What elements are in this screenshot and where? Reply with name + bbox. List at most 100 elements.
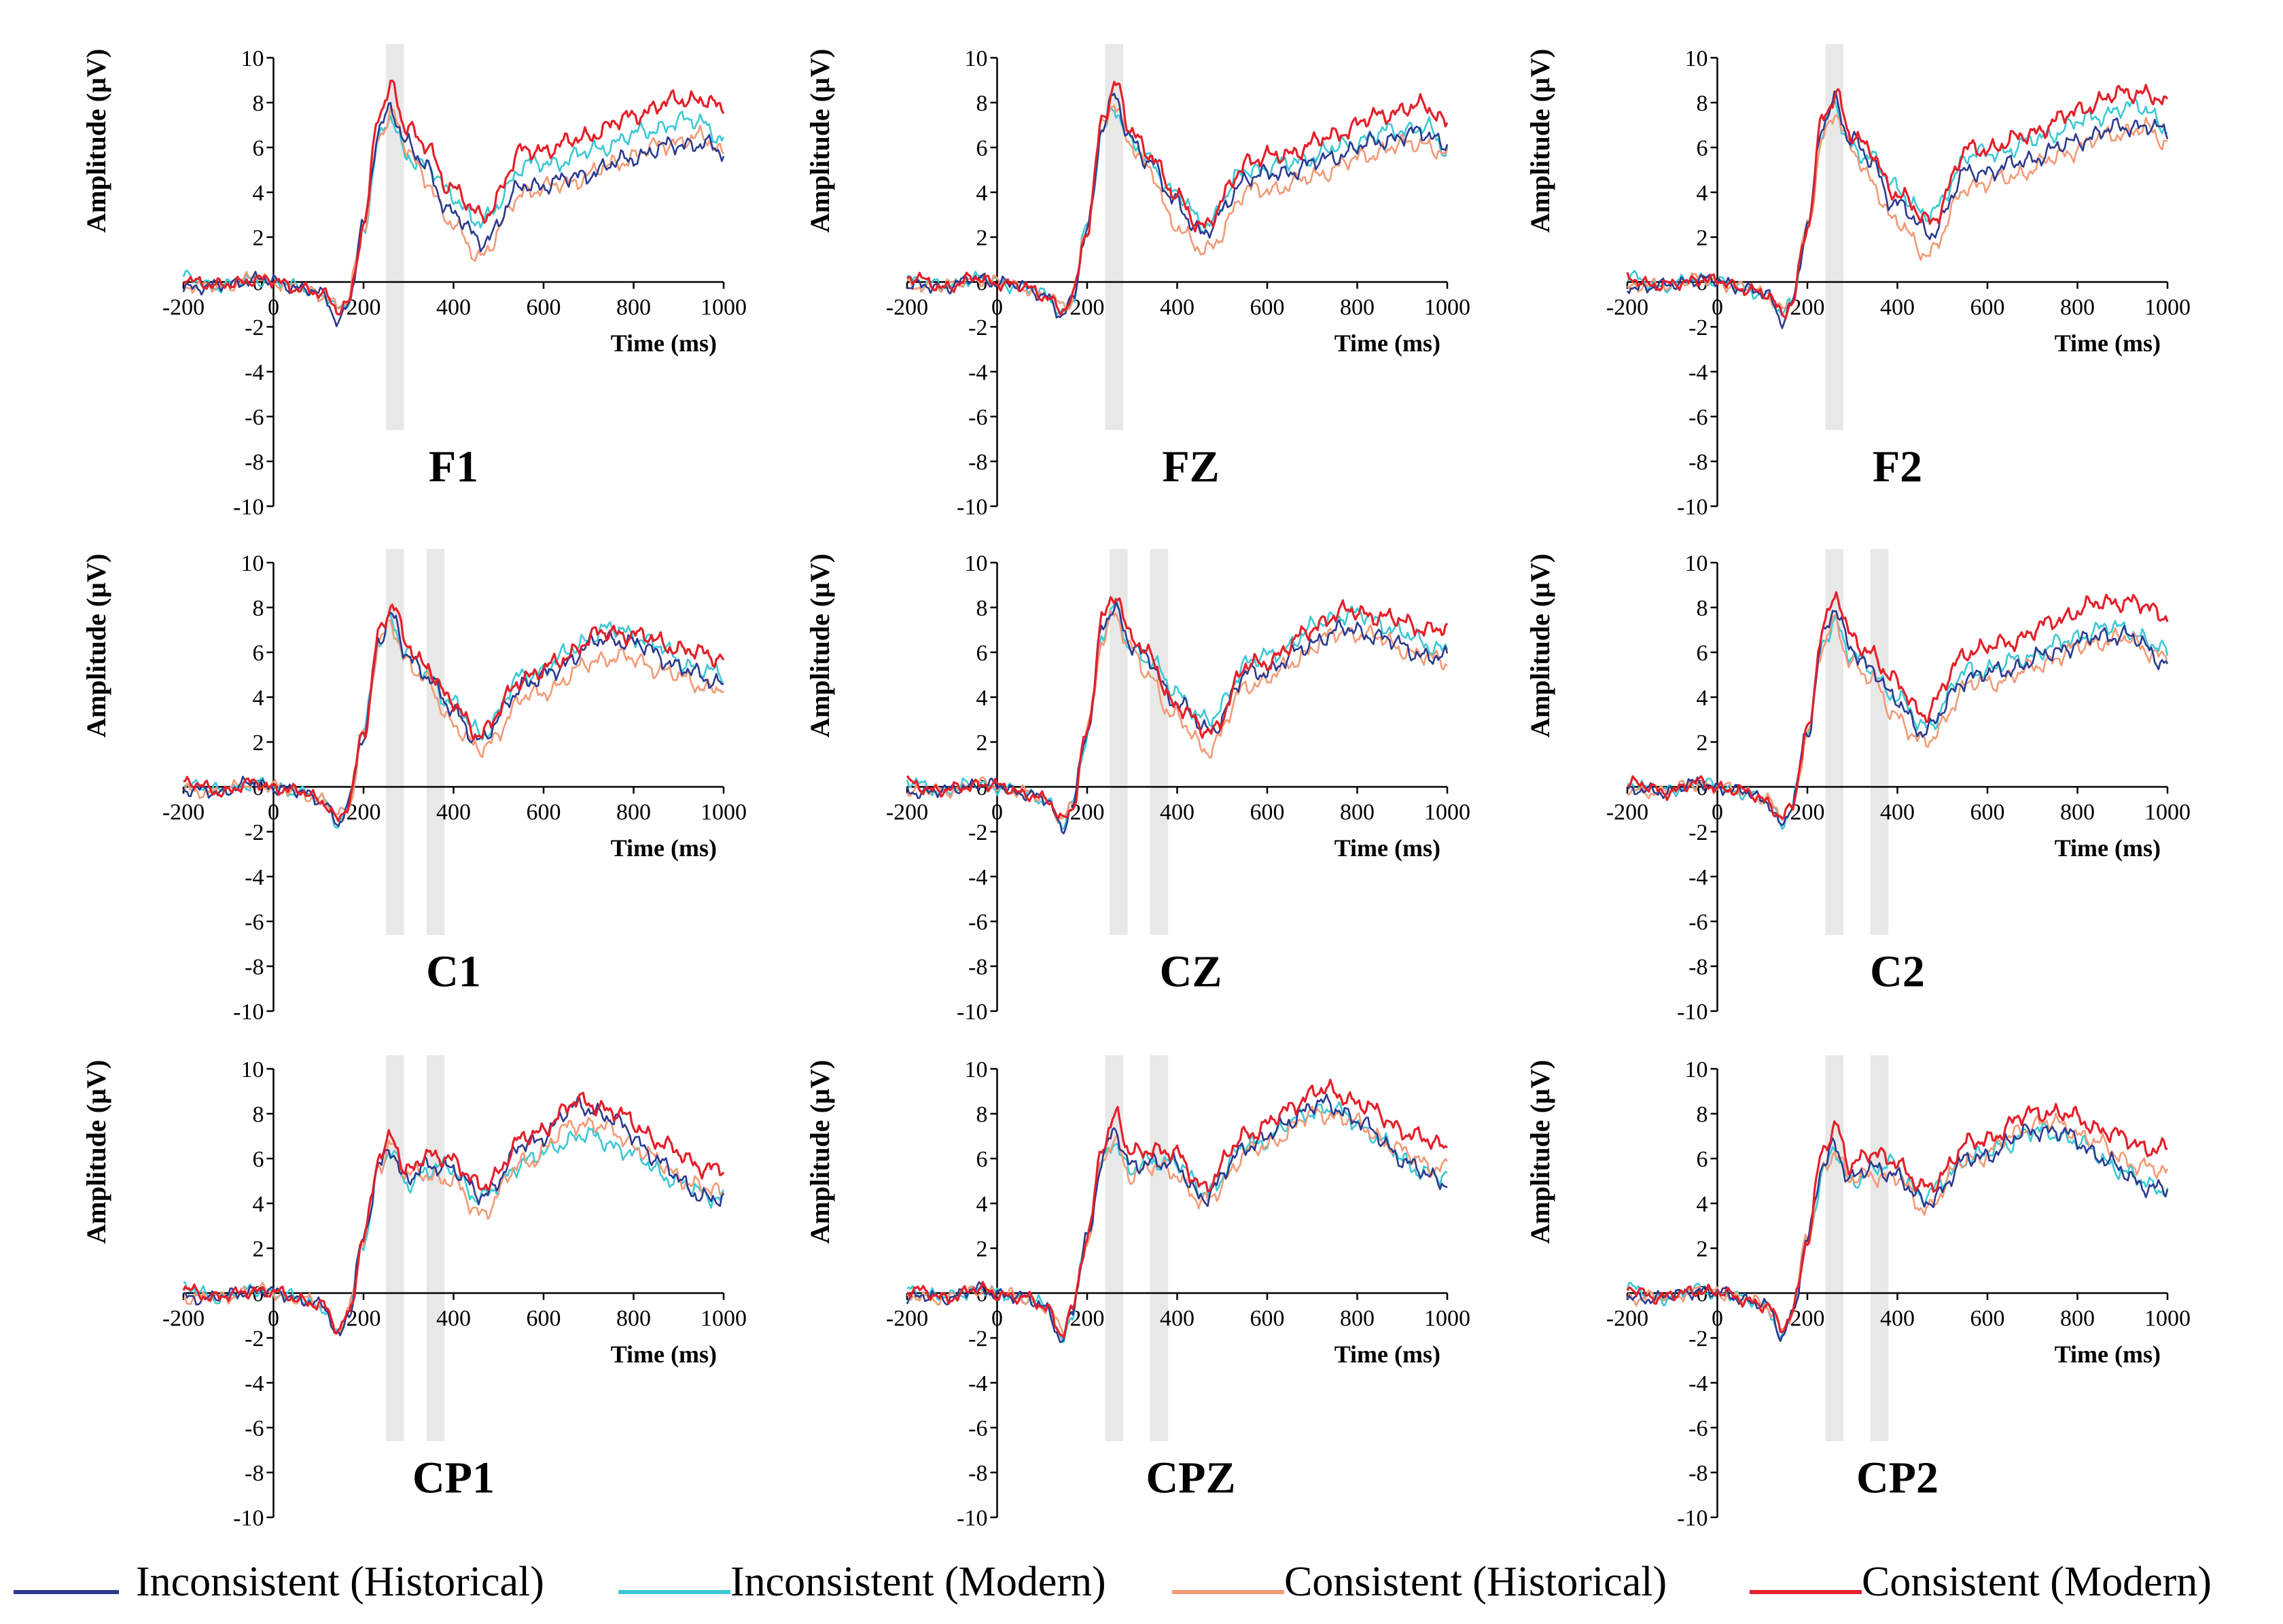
y-tick-label: -8 [1688,955,1707,980]
x-tick-label: 600 [1250,800,1285,825]
x-tick-label: 400 [436,1306,471,1331]
panel-title: C1 [426,947,481,997]
highlight-window-1 [1825,549,1843,935]
x-tick-label: -200 [162,295,205,320]
y-tick-label: 4 [976,1192,988,1217]
y-tick-label: -6 [245,1416,264,1441]
y-tick-label: 4 [1697,181,1708,206]
y-tick-label: 8 [976,1102,988,1127]
x-tick-label: 1000 [701,800,747,825]
x-tick-label: 1000 [2144,295,2191,320]
highlight-window-2 [426,1055,445,1441]
y-tick-label: -4 [1688,865,1707,890]
x-tick-label: 0 [268,1306,279,1331]
y-tick-label: -10 [1677,1000,1707,1025]
highlight-window-2 [426,549,445,935]
x-tick-label: -200 [886,800,928,825]
x-tick-label: -200 [162,800,205,825]
x-tick-label: -200 [162,1306,205,1331]
y-tick-label: -2 [968,315,987,340]
x-tick-label: 400 [1880,1306,1915,1331]
x-tick-label: 0 [991,800,1003,825]
x-tick-label: 800 [616,1306,651,1331]
x-tick-label: 1000 [2144,800,2191,825]
y-tick-label: 2 [1697,730,1708,756]
highlight-window-2 [1870,549,1889,935]
y-tick-label: 6 [253,641,264,666]
x-tick-label: 800 [616,295,651,320]
series-line-inconsistent-historical [182,612,724,828]
legend-label: Consistent (Historical) [1284,1559,1667,1605]
y-tick-label: 2 [253,730,264,756]
panel-title: FZ [1162,442,1219,492]
y-tick-label: -8 [245,955,264,980]
y-tick-label: -6 [1688,1416,1707,1441]
series-line-inconsistent-historical [1626,610,2169,826]
x-tick-label: 0 [1712,800,1723,825]
x-tick-label: 600 [1970,1306,2005,1331]
y-tick-label: -4 [245,865,264,890]
y-tick-label: 10 [241,1057,264,1082]
series-line-inconsistent-historical [906,1093,1448,1343]
highlight-window-1 [1825,1055,1843,1441]
y-tick-label: -8 [968,1461,987,1486]
y-tick-label: -10 [233,1000,264,1025]
y-tick-label: 8 [976,596,988,621]
x-axis-label: Time (ms) [2055,1341,2161,1368]
y-tick-label: -4 [968,1371,987,1396]
series-line-consistent-historical [1626,1112,2169,1332]
y-tick-label: -4 [245,1371,264,1396]
x-tick-label: 600 [1250,295,1285,320]
y-tick-label: 10 [241,46,264,71]
y-tick-label: -6 [968,1416,987,1441]
y-tick-label: 6 [253,1147,264,1172]
y-tick-label: 6 [1697,641,1708,666]
x-tick-label: 1000 [701,1306,747,1331]
y-tick-label: -10 [1677,1506,1707,1531]
x-tick-label: 800 [1340,295,1375,320]
y-tick-label: 4 [253,181,264,206]
x-tick-label: 1000 [1424,295,1470,320]
y-tick-label: -8 [1688,1461,1707,1486]
series-line-consistent-modern [906,1078,1448,1339]
series-line-consistent-modern [1627,591,2169,820]
x-axis-label: Time (ms) [1334,330,1440,357]
y-tick-label: -2 [245,820,264,845]
x-tick-label: 600 [527,800,561,825]
highlight-window-1 [386,1055,404,1441]
x-tick-label: 0 [1712,1306,1723,1331]
series-line-consistent-historical [183,619,724,815]
x-tick-label: 400 [436,295,471,320]
y-axis-label: Amplitude (µV) [1525,554,1555,738]
x-tick-label: 400 [436,800,471,825]
x-tick-label: 0 [268,800,279,825]
series-line-consistent-modern [1626,1103,2168,1333]
series-line-consistent-modern [1626,84,2169,319]
y-tick-label: -4 [1688,1371,1707,1396]
y-tick-label: 10 [1685,1057,1708,1082]
panel-title: F2 [1873,442,1922,492]
y-tick-label: -6 [245,910,264,935]
y-axis-label: Amplitude (µV) [804,49,835,233]
y-tick-label: -10 [1677,495,1707,520]
y-tick-label: 10 [965,46,988,71]
x-tick-label: 800 [2060,800,2095,825]
y-tick-label: 4 [253,1192,264,1217]
y-axis-label: Amplitude (µV) [804,1060,835,1244]
y-tick-label: -8 [968,955,987,980]
y-tick-label: 2 [1697,1237,1708,1262]
series-line-inconsistent-historical [182,102,725,328]
y-tick-label: 2 [1697,226,1708,251]
highlight-window-1 [386,44,404,430]
x-axis-label: Time (ms) [611,834,717,862]
y-tick-label: 4 [976,181,988,206]
panel-title: CP2 [1856,1453,1939,1503]
series-line-consistent-historical [183,1116,724,1334]
x-tick-label: 800 [2060,295,2095,320]
x-tick-label: 0 [1712,295,1723,320]
